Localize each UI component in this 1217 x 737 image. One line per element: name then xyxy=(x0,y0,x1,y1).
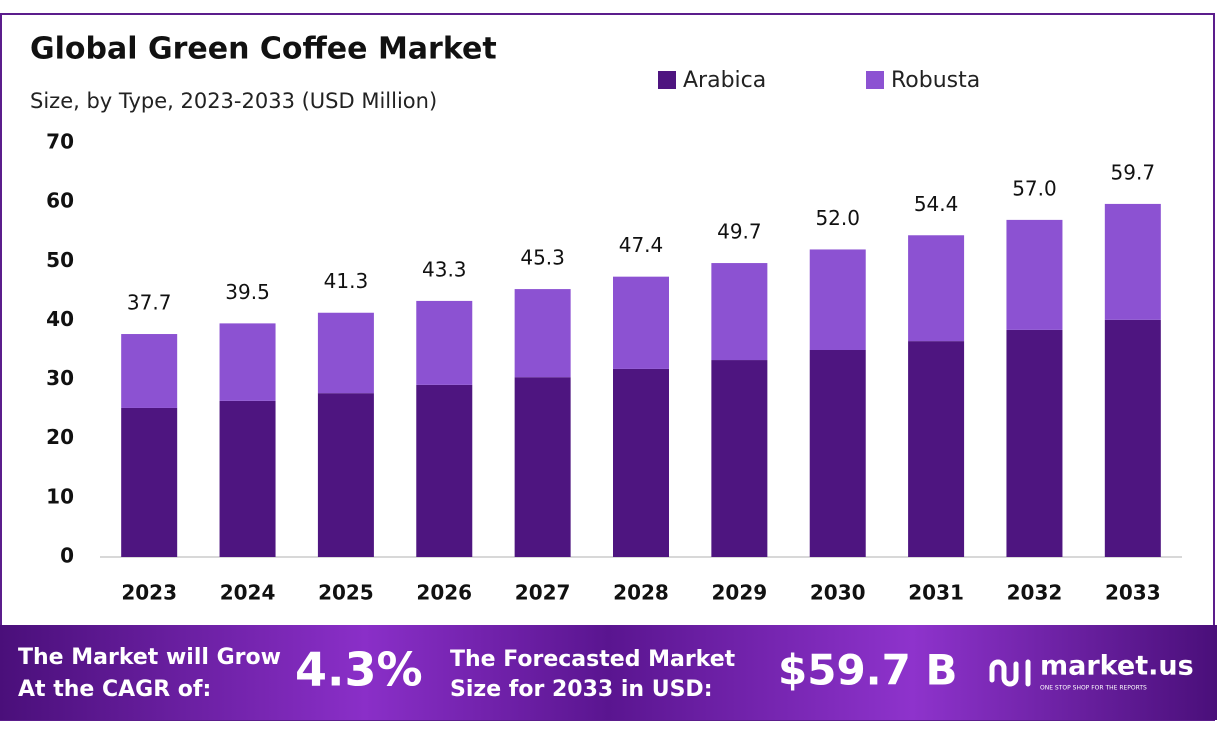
forecast-value: $59.7 B xyxy=(778,646,957,695)
total-label: 45.3 xyxy=(520,246,565,270)
x-tick-label: 2032 xyxy=(1007,581,1063,605)
x-tick-label: 2031 xyxy=(908,581,964,605)
footer-banner xyxy=(0,625,1217,720)
legend-label: Arabica xyxy=(683,68,766,93)
total-label: 41.3 xyxy=(324,269,369,293)
bar-segment xyxy=(514,289,571,378)
y-tick-label: 70 xyxy=(46,130,74,154)
cagr-value: 4.3% xyxy=(295,643,423,697)
total-label: 59.7 xyxy=(1111,160,1156,184)
x-tick-label: 2027 xyxy=(515,581,571,605)
total-label: 37.7 xyxy=(127,291,172,315)
x-tick-label: 2033 xyxy=(1105,581,1161,605)
bar-segment xyxy=(809,350,866,557)
total-label: 43.3 xyxy=(422,257,467,281)
forecast-text: Size for 2033 in USD: xyxy=(450,677,713,702)
brand: market.us xyxy=(1040,651,1194,682)
bar-segment xyxy=(514,377,571,557)
total-label: 54.4 xyxy=(914,192,959,216)
y-tick-label: 60 xyxy=(46,189,74,213)
cagr-text: At the CAGR of: xyxy=(18,677,211,702)
brand-logo xyxy=(989,659,1031,687)
bar-segment xyxy=(613,368,669,557)
x-tick-label: 2024 xyxy=(220,581,276,605)
bar-segment xyxy=(1104,203,1161,320)
total-label: 47.4 xyxy=(619,233,664,257)
cagr-text: The Market will Grow xyxy=(18,645,281,670)
total-label: 49.7 xyxy=(717,220,762,244)
x-tick-label: 2023 xyxy=(121,581,177,605)
y-tick-label: 40 xyxy=(46,307,74,331)
bar-segment xyxy=(416,384,473,557)
y-tick-label: 30 xyxy=(46,366,74,390)
bar-segment xyxy=(317,312,374,394)
legend-swatch xyxy=(658,71,676,89)
bar-segment xyxy=(1006,329,1063,557)
y-tick-label: 20 xyxy=(46,425,74,449)
y-tick-label: 10 xyxy=(46,484,74,508)
total-label: 52.0 xyxy=(815,206,860,230)
bar-segment xyxy=(219,323,276,401)
bar-segment xyxy=(219,400,276,557)
bar-segment xyxy=(317,393,374,557)
bar-segment xyxy=(809,249,866,350)
x-tick-label: 2029 xyxy=(712,581,768,605)
bar-segment xyxy=(908,235,965,342)
bar-segment xyxy=(121,334,178,408)
bar-segment xyxy=(416,300,473,385)
bar-segment xyxy=(711,360,768,557)
bar-segment xyxy=(1104,319,1161,557)
x-tick-label: 2028 xyxy=(613,581,669,605)
total-label: 39.5 xyxy=(225,280,270,304)
bar-segment xyxy=(121,407,178,557)
x-tick-label: 2025 xyxy=(318,581,374,605)
chart-title: Global Green Coffee Market xyxy=(30,32,497,67)
bar-segment xyxy=(908,341,965,557)
legend-label: Robusta xyxy=(891,68,980,93)
bar-segment xyxy=(711,263,768,361)
bar-segment xyxy=(613,276,669,369)
x-tick-label: 2026 xyxy=(416,581,472,605)
chart-subtitle: Size, by Type, 2023-2033 (USD Million) xyxy=(30,89,437,113)
bar-segment xyxy=(1006,219,1063,330)
tagline: ONE STOP SHOP FOR THE REPORTS xyxy=(1040,685,1147,692)
forecast-text: The Forecasted Market xyxy=(450,647,736,672)
x-tick-label: 2030 xyxy=(810,581,866,605)
legend-swatch xyxy=(866,71,884,89)
total-label: 57.0 xyxy=(1012,176,1057,200)
y-tick-label: 50 xyxy=(46,248,74,272)
y-tick-label: 0 xyxy=(60,544,74,568)
